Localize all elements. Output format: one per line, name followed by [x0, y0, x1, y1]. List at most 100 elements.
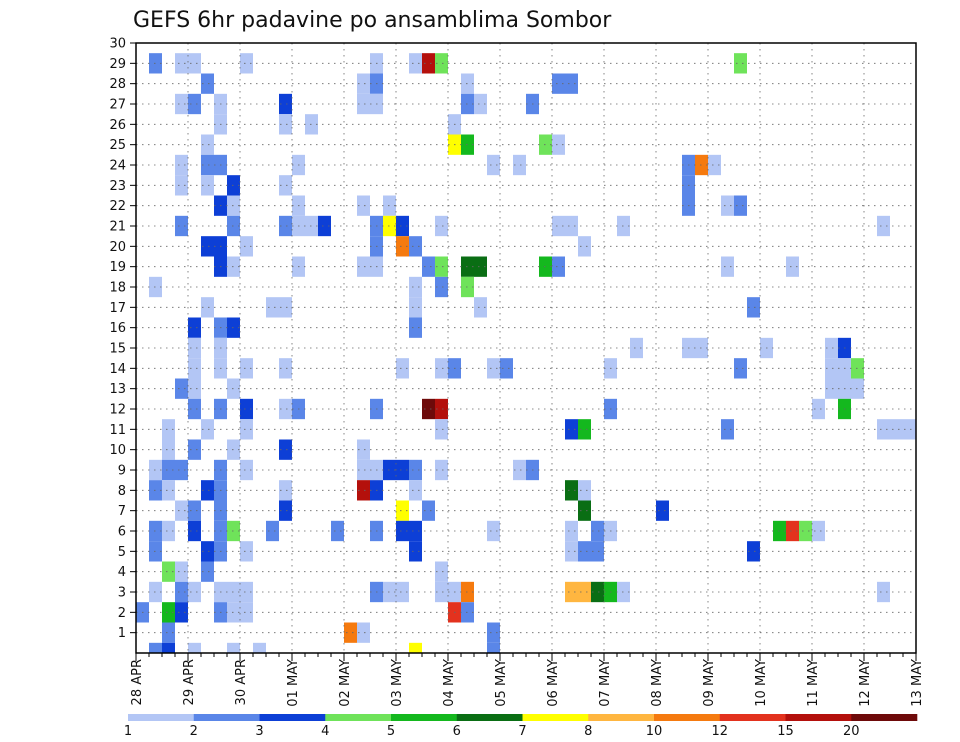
heat-cell-95	[266, 520, 279, 542]
heat-cell-84	[240, 358, 253, 379]
heat-cell-251	[786, 520, 799, 542]
heat-cell-23	[175, 175, 188, 196]
colorbar-segment-1	[193, 714, 260, 721]
x-tick-label-13: 11 MAY	[806, 659, 821, 707]
heat-cell-10	[162, 419, 175, 440]
heat-cell-155	[409, 541, 422, 562]
heat-cell-264	[877, 215, 890, 237]
heat-cell-247	[747, 541, 760, 562]
heat-cell-52	[201, 561, 214, 582]
colorbar-segment-0	[128, 714, 195, 721]
heat-cell-44	[201, 134, 214, 155]
heat-cell-207	[565, 215, 578, 237]
heat-cell-232	[656, 500, 669, 521]
heat-cell-202	[552, 134, 565, 155]
heat-cell-21	[175, 93, 188, 115]
heat-cell-83	[240, 236, 253, 257]
heat-cell-31	[188, 53, 201, 74]
heat-cell-123	[357, 480, 370, 501]
y-tick-label-29: 29	[109, 57, 126, 72]
heat-cell-51	[201, 541, 214, 562]
colorbar-segment-11	[851, 714, 918, 721]
heat-cell-120	[357, 256, 370, 277]
heat-cell-212	[565, 581, 578, 603]
heat-cell-162	[435, 215, 448, 237]
chart-title: GEFS 6hr padavine po ansamblima Sombor	[133, 8, 612, 33]
heat-cell-141	[396, 236, 409, 257]
heat-cell-194	[513, 154, 526, 176]
heat-cell-250	[786, 256, 799, 277]
colorbar-label-1: 2	[190, 724, 198, 739]
heat-cell-170	[435, 581, 448, 603]
heat-cell-34	[188, 337, 201, 359]
colorbar-segment-7	[588, 714, 655, 721]
heat-cell-94	[266, 297, 279, 318]
colorbar-segment-2	[259, 714, 326, 721]
heat-cell-25	[175, 378, 188, 399]
heat-cell-114	[331, 520, 344, 542]
heat-cell-45	[201, 154, 214, 176]
colorbar-segment-4	[391, 714, 458, 721]
heat-cell-165	[435, 358, 448, 379]
colorbar: 1 2 3 4 5 6 7 8 10 12 15 20	[124, 714, 918, 739]
heat-cell-99	[279, 215, 292, 237]
y-tick-label-8: 8	[118, 484, 126, 499]
colorbar-label-2: 3	[255, 724, 263, 739]
y-tick-label-26: 26	[109, 118, 126, 133]
colorbar-segment-3	[325, 714, 392, 721]
grid-layer	[136, 43, 916, 653]
heat-cell-124	[357, 622, 370, 643]
y-tick-label-9: 9	[118, 464, 126, 479]
heat-cell-50	[201, 480, 214, 501]
heat-cell-244	[734, 195, 747, 216]
heat-cell-144	[396, 500, 409, 521]
cells-layer	[136, 53, 916, 653]
heat-cell-147	[409, 53, 422, 74]
heat-cell-218	[578, 541, 591, 562]
heat-cell-113	[318, 215, 331, 237]
x-tick-label-2: 30 APR	[234, 659, 249, 705]
heat-cell-169	[435, 561, 448, 582]
heat-cell-20	[175, 53, 188, 74]
heat-cell-267	[890, 419, 903, 440]
heat-cell-211	[565, 541, 578, 562]
heat-cell-122	[357, 459, 370, 481]
heat-cell-256	[825, 358, 838, 379]
heat-cell-161	[435, 53, 448, 74]
colorbar-segment-10	[785, 714, 852, 721]
heat-cell-103	[279, 439, 292, 460]
heat-cell-242	[721, 419, 734, 440]
heat-cell-149	[409, 276, 422, 298]
heat-cell-13	[162, 480, 175, 501]
y-tick-label-6: 6	[118, 525, 126, 540]
heat-cell-146	[396, 581, 409, 603]
heat-cell-217	[578, 500, 591, 521]
heat-cell-105	[279, 500, 292, 521]
y-tick-label-15: 15	[109, 342, 126, 357]
x-tick-label-12: 10 MAY	[754, 659, 769, 707]
heat-cell-252	[799, 520, 812, 542]
heat-cell-121	[357, 439, 370, 460]
x-tick-label-14: 12 MAY	[858, 659, 873, 707]
heat-cell-29	[175, 581, 188, 603]
heat-cell-47	[201, 236, 214, 257]
x-tick-label-1: 29 APR	[182, 659, 197, 705]
heat-cell-145	[396, 520, 409, 542]
heat-cell-221	[591, 520, 604, 542]
y-tick-label-16: 16	[109, 321, 126, 336]
heat-cell-87	[240, 459, 253, 481]
heat-cell-85	[240, 398, 253, 420]
heat-cell-98	[279, 175, 292, 196]
y-tick-label-24: 24	[109, 159, 126, 174]
heat-cell-9	[149, 642, 162, 653]
x-tick-label-4: 02 MAY	[338, 659, 353, 707]
heat-cell-15	[162, 561, 175, 582]
colorbar-label-4: 5	[387, 724, 395, 739]
y-tick-label-22: 22	[109, 199, 126, 214]
heat-cell-216	[578, 480, 591, 501]
heat-cell-266	[877, 581, 890, 603]
heat-cell-41	[188, 581, 201, 603]
heat-cell-39	[188, 500, 201, 521]
heat-cell-142	[396, 358, 409, 379]
heat-cell-164	[435, 276, 448, 298]
